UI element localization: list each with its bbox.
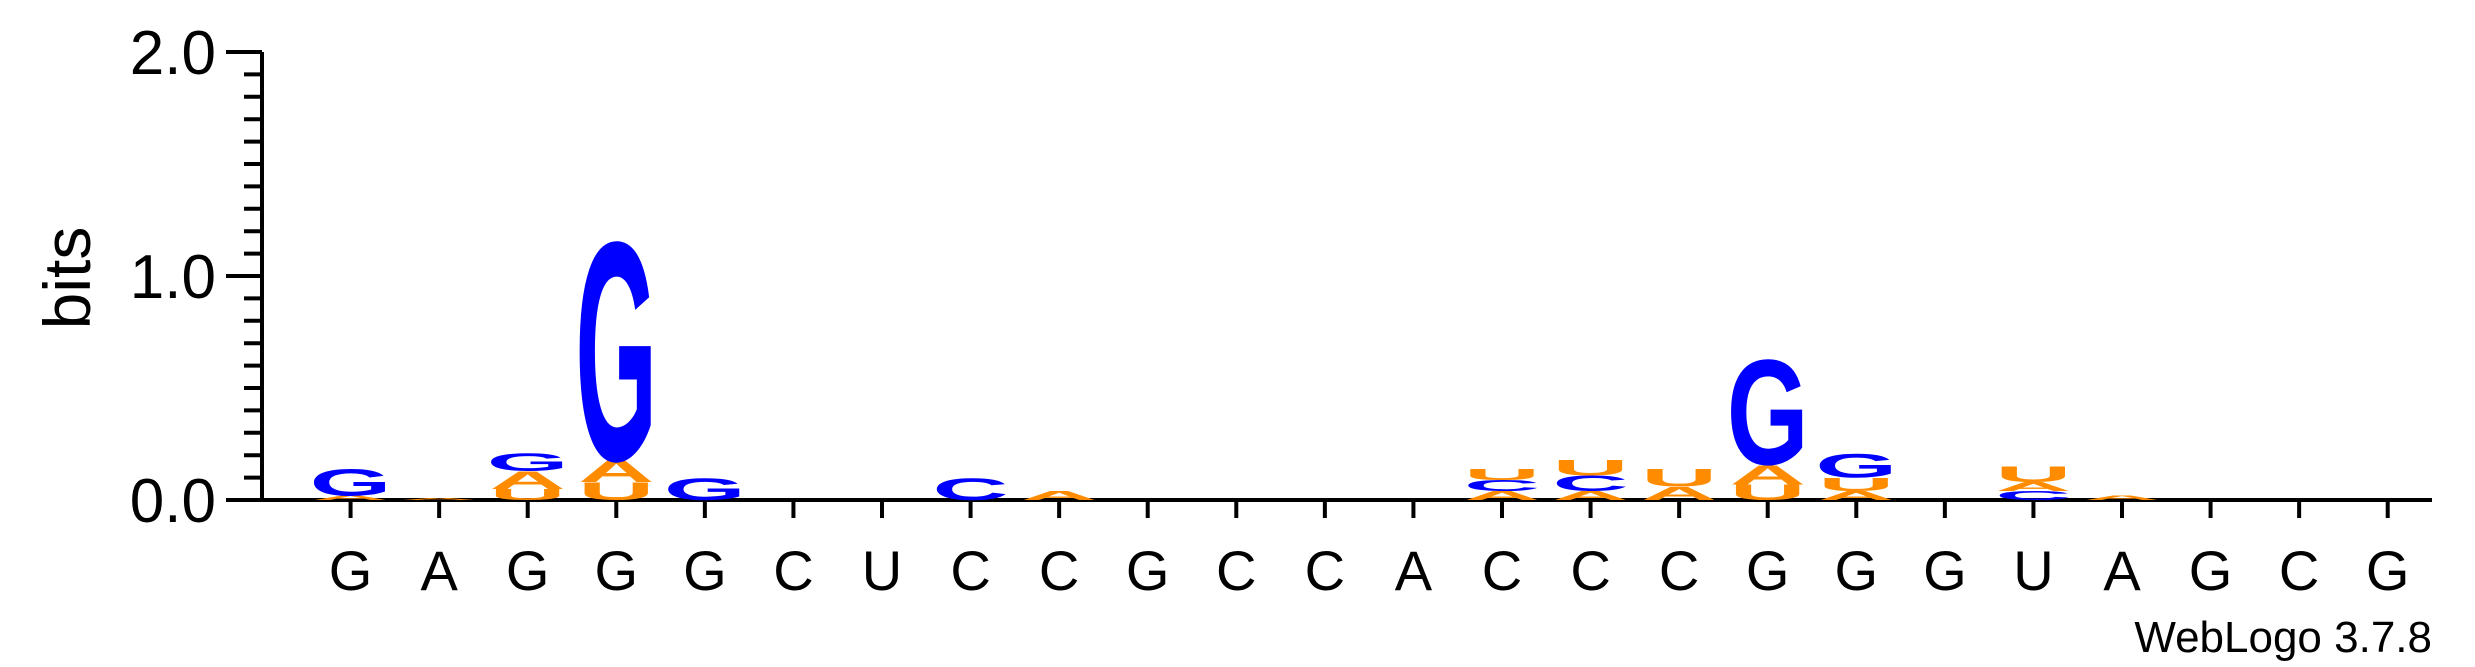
logo-letter-g: G <box>487 449 569 477</box>
logo-letter-u: U <box>578 478 654 506</box>
x-tick-label: A <box>2103 539 2141 602</box>
x-tick-label: U <box>2013 539 2053 602</box>
x-tick-label: C <box>1482 539 1522 602</box>
x-tick-label: A <box>420 539 458 602</box>
logo-letter-a: A <box>490 467 566 495</box>
logo-letter-a: A <box>578 454 654 489</box>
y-tick-label: 2.0 <box>130 19 216 88</box>
y-tick-label: 1.0 <box>130 243 216 312</box>
x-tick-label: C <box>1305 539 1345 602</box>
logo-letter-a: A <box>1995 480 2071 494</box>
weblogo-footer: WebLogo 3.7.8 <box>2134 613 2432 662</box>
logo-letter-g: G <box>1815 446 1897 485</box>
x-tick-label: G <box>2189 539 2233 602</box>
logo-letter-c: C <box>933 472 1009 507</box>
x-tick-label: C <box>773 539 813 602</box>
x-tick-label: C <box>1216 539 1256 602</box>
x-tick-label: G <box>2366 539 2410 602</box>
x-tick-label: G <box>1923 539 1967 602</box>
logo-letter-a: A <box>401 497 477 500</box>
logo-letter-u: U <box>1818 474 1894 495</box>
y-tick-label: 0.0 <box>130 467 216 536</box>
y-axis: 0.0 1.0 2.0 bits <box>30 19 264 536</box>
x-tick-label: G <box>329 539 373 602</box>
x-tick-label: G <box>506 539 550 602</box>
logo-letter-g: G <box>310 461 392 503</box>
logo-letter-u: U <box>490 486 566 503</box>
logo-letter-g: G <box>575 178 657 526</box>
x-tick-label: G <box>595 539 639 602</box>
logo-letter-c: C <box>1995 489 2071 503</box>
x-tick-label: C <box>1570 539 1610 602</box>
logo-letter-a: A <box>1818 489 1894 503</box>
y-axis-label: bits <box>30 227 104 330</box>
x-tick-label: U <box>862 539 902 602</box>
x-tick-label: C <box>1039 539 1079 602</box>
logo-letter-a: A <box>313 494 389 501</box>
logo-letter-a: A <box>1641 483 1717 504</box>
logo-letter-u: U <box>1730 480 1806 504</box>
x-tick-label: A <box>1395 539 1433 602</box>
logo-letter-g: G <box>664 472 746 507</box>
x-tick-label: G <box>1835 539 1879 602</box>
logo-letter-u: U <box>1553 456 1629 480</box>
logo-letter-a: A <box>1464 489 1540 503</box>
logo-letter-a: A <box>2084 494 2160 501</box>
logo-letter-a: A <box>1730 459 1806 490</box>
x-tick-label: G <box>1746 539 1790 602</box>
logo-letter-u: U <box>1641 464 1717 492</box>
logo-letter-c: C <box>1464 477 1540 494</box>
logo-letter-u: U <box>1464 466 1540 483</box>
x-tick-label: G <box>683 539 727 602</box>
logo-letter-a: A <box>1553 489 1629 503</box>
x-tick-label: C <box>1659 539 1699 602</box>
logo-letter-a: A <box>1021 489 1097 503</box>
logo-letter-u: U <box>1995 463 2071 487</box>
x-tick-label: C <box>950 539 990 602</box>
logo-letter-c: C <box>1553 471 1629 495</box>
x-tick-label: C <box>2279 539 2319 602</box>
logo-letter-g: G <box>1727 330 1809 497</box>
x-tick-label: G <box>1126 539 1170 602</box>
